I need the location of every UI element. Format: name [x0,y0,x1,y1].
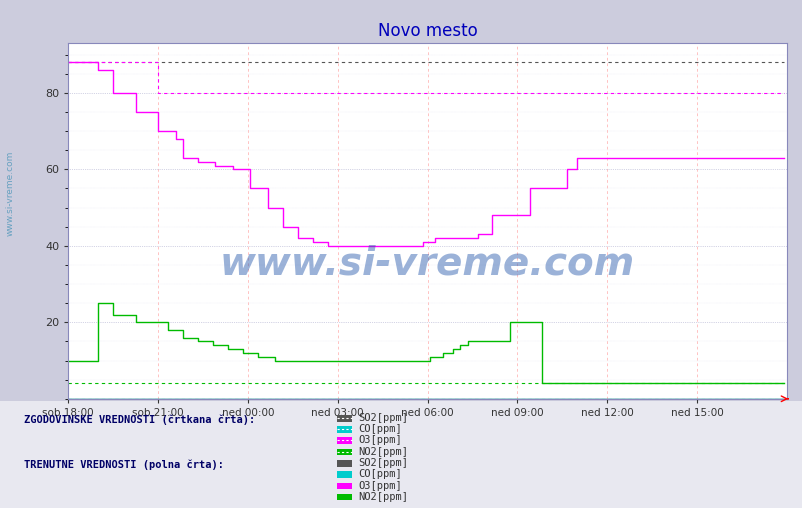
Text: www.si-vreme.com: www.si-vreme.com [220,245,634,282]
Text: O3[ppm]: O3[ppm] [358,481,401,491]
Text: CO[ppm]: CO[ppm] [358,469,401,480]
Text: SO2[ppm]: SO2[ppm] [358,458,407,468]
Text: CO[ppm]: CO[ppm] [358,424,401,434]
Text: SO2[ppm]: SO2[ppm] [358,413,407,423]
Text: www.si-vreme.com: www.si-vreme.com [5,150,14,236]
Text: ZGODOVINSKE VREDNOSTI (črtkana črta):: ZGODOVINSKE VREDNOSTI (črtkana črta): [24,414,255,425]
Text: O3[ppm]: O3[ppm] [358,435,401,446]
Text: TRENUTNE VREDNOSTI (polna črta):: TRENUTNE VREDNOSTI (polna črta): [24,460,224,470]
Title: Novo mesto: Novo mesto [377,22,477,40]
Text: NO2[ppm]: NO2[ppm] [358,492,407,502]
Text: NO2[ppm]: NO2[ppm] [358,447,407,457]
